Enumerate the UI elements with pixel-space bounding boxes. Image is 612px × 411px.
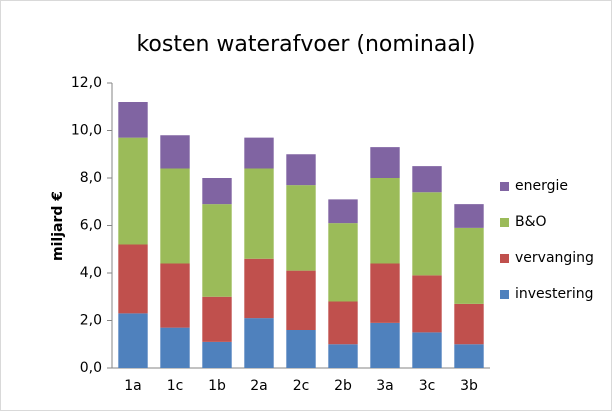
bar-segment [328,223,358,302]
legend-swatch [500,182,509,191]
bar-segment [370,178,400,264]
legend-label: B&O [515,214,547,230]
legend-label: vervanging [515,250,594,266]
bar-segment [244,318,274,368]
bar-segment [328,301,358,345]
legend-label: investering [515,286,593,302]
bar-segment [412,275,442,333]
bar-segment [202,341,232,368]
y-tick-label: 8,0 [80,170,102,186]
bar-segment [244,168,274,259]
bar-segment [454,204,484,228]
y-tick-label: 6,0 [80,218,102,234]
x-tick-label: 2b [334,378,352,394]
x-tick-label: 2c [293,378,310,394]
x-tick-label: 1c [167,378,184,394]
bar-segment [412,332,442,368]
x-tick-label: 2a [250,378,268,394]
bar-segment [412,192,442,276]
bar-segment [328,199,358,224]
bar-segment [328,344,358,368]
y-tick-label: 10,0 [71,123,102,139]
bar-segment [370,147,400,178]
bar-segment [244,137,274,169]
bar-segment [370,322,400,368]
chart-title: kosten waterafvoer (nominaal) [136,32,475,57]
bar-segment [118,244,148,314]
bar-segment [160,135,190,169]
bar-segment [454,227,484,304]
bar-segment [118,313,148,368]
x-tick-label: 1b [208,378,226,394]
bar-segment [286,185,316,271]
bar-segment [160,327,190,368]
bar-segment [118,137,148,245]
legend-swatch [500,254,509,263]
legend-label: energie [515,178,568,194]
bar-segment [160,168,190,264]
bar-segment [454,303,484,345]
bar-segment [202,178,232,205]
y-tick-label: 12,0 [71,75,102,91]
x-tick-label: 1a [124,378,142,394]
bar-segment [286,154,316,186]
y-tick-label: 2,0 [80,313,102,329]
x-tick-label: 3b [460,378,478,394]
bar-segment [202,204,232,297]
bar-segment [286,330,316,368]
bar-segment [370,263,400,323]
bar-segment [412,166,442,193]
bar-segment [118,102,148,138]
x-tick-label: 3c [419,378,436,394]
legend-swatch [500,290,509,299]
bar-segment [244,258,274,319]
bar-segment [160,263,190,328]
x-tick-label: 3a [376,378,394,394]
bar-segment [454,344,484,368]
y-tick-label: 0,0 [80,360,102,376]
y-axis-label: miljard € [50,191,66,261]
bar-segment [286,270,316,330]
legend-swatch [500,218,509,227]
bar-segment [202,296,232,342]
y-tick-label: 4,0 [80,265,102,281]
